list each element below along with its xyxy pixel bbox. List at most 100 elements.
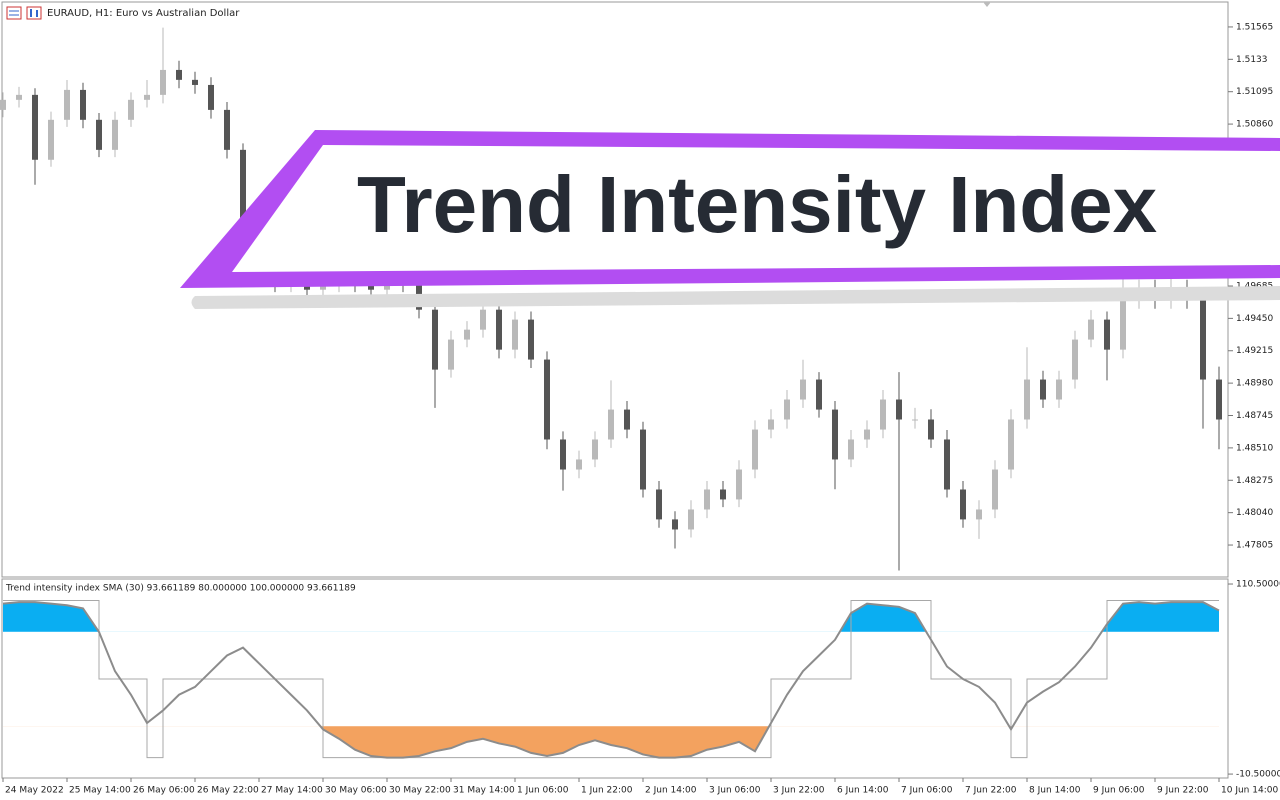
candle-body xyxy=(320,284,326,290)
candle-body xyxy=(928,419,934,440)
chart-title: EURAUD, H1: Euro vs Australian Dollar xyxy=(47,8,240,19)
candle-body xyxy=(176,69,182,80)
y-tick-label: 1.49215 xyxy=(1236,346,1273,356)
candle-body xyxy=(720,489,726,500)
x-tick-label: 7 Jun 06:00 xyxy=(901,786,953,796)
candle-body xyxy=(976,509,982,520)
candle-body xyxy=(0,99,6,110)
candle-body xyxy=(128,99,134,120)
candle-body xyxy=(768,419,774,430)
icon[interactable] xyxy=(6,6,22,20)
candle-body xyxy=(224,109,230,150)
candle-body xyxy=(1088,319,1094,340)
candle-body xyxy=(448,339,454,370)
candle-body xyxy=(672,519,678,530)
candle-body xyxy=(80,89,86,120)
candle-body xyxy=(464,329,470,340)
candle-body xyxy=(208,84,214,110)
candle-body xyxy=(992,469,998,510)
y-tick-label: 1.5133 xyxy=(1236,55,1268,65)
candle-body xyxy=(16,94,22,100)
candle-body xyxy=(640,429,646,490)
x-tick-label: 3 Jun 06:00 xyxy=(709,786,761,796)
candle-body xyxy=(656,489,662,520)
banner-panel xyxy=(232,145,1280,272)
y-tick-label: 1.48275 xyxy=(1236,476,1273,486)
candle-body xyxy=(704,489,710,510)
level-fill xyxy=(3,726,1219,758)
x-tick-label: 10 Jun 14:00 xyxy=(1221,786,1278,796)
candle-body xyxy=(960,489,966,520)
candle-body xyxy=(1120,299,1126,350)
candle-body xyxy=(512,319,518,350)
candle-body xyxy=(1072,339,1078,380)
candle-body xyxy=(1216,379,1222,420)
candle-body xyxy=(784,399,790,420)
x-tick-label: 26 May 22:00 xyxy=(197,786,259,796)
y-tick-label: 1.48040 xyxy=(1236,508,1273,518)
y-tick-label: 1.49450 xyxy=(1236,314,1273,324)
candle-body xyxy=(192,79,198,85)
x-tick-label: 31 May 14:00 xyxy=(453,786,515,796)
candle-body xyxy=(528,319,534,360)
candle-body xyxy=(1056,379,1062,400)
x-tick-label: 27 May 14:00 xyxy=(261,786,323,796)
icon[interactable] xyxy=(26,6,42,20)
candle-body xyxy=(944,439,950,490)
x-tick-label: 6 Jun 14:00 xyxy=(837,786,889,796)
candle-body xyxy=(432,309,438,370)
x-tick-label: 3 Jun 22:00 xyxy=(773,786,825,796)
x-tick-label: 30 May 06:00 xyxy=(325,786,387,796)
candle-body xyxy=(32,94,38,160)
y-tick-label: 1.47805 xyxy=(1236,541,1273,551)
x-tick-label: 25 May 14:00 xyxy=(69,786,131,796)
scroll-marker xyxy=(983,2,991,7)
y-tick-label: 1.51095 xyxy=(1236,87,1273,97)
banner-title: Trend Intensity Index xyxy=(357,160,1157,249)
banner-shadow xyxy=(191,286,1280,309)
candle-body xyxy=(880,399,886,430)
x-tick-label: 1 Jun 06:00 xyxy=(517,786,569,796)
candle-body xyxy=(368,284,374,290)
candle-body xyxy=(896,399,902,420)
candle-body xyxy=(608,409,614,440)
x-tick-label: 24 May 2022 xyxy=(5,786,64,796)
candle-body xyxy=(144,94,150,100)
candle-body xyxy=(160,69,166,95)
candle-body xyxy=(96,119,102,150)
marks: 1.515651.51331.510951.508601.496851.4945… xyxy=(0,22,1280,796)
x-tick-label: 26 May 06:00 xyxy=(133,786,195,796)
y-tick-label: 110.500000 xyxy=(1236,580,1280,590)
x-tick-label: 30 May 22:00 xyxy=(389,786,451,796)
candle-body xyxy=(912,419,918,421)
y-tick-label: 1.50860 xyxy=(1236,120,1273,130)
y-tick-label: 1.51565 xyxy=(1236,22,1273,32)
candle-body xyxy=(848,439,854,460)
candle-body xyxy=(1024,379,1030,420)
indicator-line xyxy=(2,601,1220,759)
candle-body xyxy=(624,409,630,430)
candle-body xyxy=(816,379,822,410)
candle-body xyxy=(800,379,806,400)
indicator-title: Trend intensity index SMA (30) 93.661189… xyxy=(5,584,356,594)
candle-body xyxy=(864,429,870,440)
x-tick-label: 1 Jun 22:00 xyxy=(581,786,633,796)
candle-body xyxy=(1040,379,1046,400)
candle-body xyxy=(480,309,486,330)
y-tick-label: 1.48980 xyxy=(1236,379,1273,389)
y-tick-label: -10.500000 xyxy=(1236,770,1280,780)
candle-body xyxy=(496,309,502,350)
indicator-pane xyxy=(1,578,1229,779)
x-tick-label: 2 Jun 14:00 xyxy=(645,786,697,796)
x-tick-label: 9 Jun 06:00 xyxy=(1093,786,1145,796)
candle-body xyxy=(736,469,742,500)
candle-body xyxy=(592,439,598,460)
candle-body xyxy=(48,119,54,160)
candle-body xyxy=(544,359,550,440)
candle-body xyxy=(240,149,246,220)
candle-body xyxy=(832,409,838,460)
x-tick-label: 9 Jun 22:00 xyxy=(1157,786,1209,796)
candle-body xyxy=(1104,319,1110,350)
